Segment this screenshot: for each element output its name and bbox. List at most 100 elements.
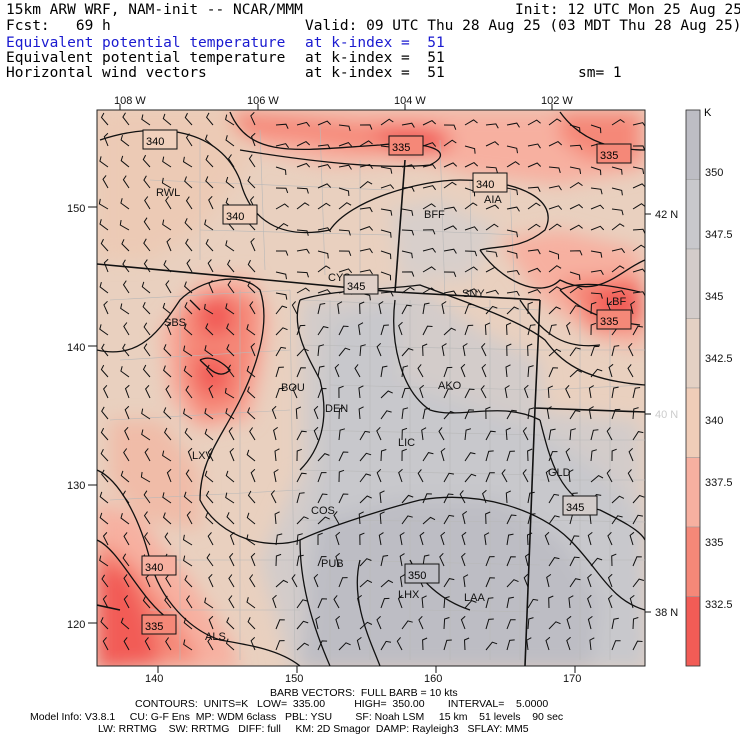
wind-barb	[401, 515, 413, 525]
wind-barb	[422, 637, 428, 651]
wind-barb	[184, 112, 193, 126]
wind-barb	[99, 555, 109, 567]
wind-barb	[100, 617, 109, 630]
wind-barb	[401, 286, 415, 294]
wind-barb	[183, 365, 193, 378]
wind-barb	[506, 122, 520, 128]
wind-barb	[485, 141, 500, 147]
wind-barb	[184, 218, 193, 231]
colorbar-segment	[685, 387, 701, 458]
wind-barb	[401, 186, 415, 192]
wind-barb	[227, 154, 235, 168]
wind-barb	[485, 556, 495, 567]
wind-barb	[527, 491, 535, 504]
contour-label: 345	[562, 495, 598, 516]
wind-barb	[246, 324, 256, 336]
wind-barb	[569, 410, 581, 420]
wind-barb	[124, 426, 130, 441]
wind-barb	[378, 301, 384, 315]
wind-barb	[590, 292, 603, 299]
wind-barb	[296, 642, 310, 651]
wind-barb	[588, 385, 594, 399]
wind-barb	[338, 124, 351, 132]
wind-barb	[546, 406, 552, 420]
wind-barb	[565, 447, 571, 462]
wind-barb	[143, 238, 151, 252]
wind-barb	[275, 533, 283, 546]
station-label: LXV	[192, 450, 213, 462]
wind-barb	[459, 490, 466, 504]
wind-barb	[380, 579, 394, 588]
field-2-level: at k-index = 51	[305, 50, 445, 66]
wind-barb	[359, 164, 374, 169]
wind-barb	[398, 321, 403, 336]
wind-barb	[419, 531, 425, 546]
wind-barb	[338, 406, 345, 420]
wind-barb	[443, 493, 454, 504]
wind-barb	[485, 123, 499, 129]
wind-barb	[527, 407, 535, 420]
wind-barb	[485, 223, 499, 231]
wind-barb	[227, 280, 235, 294]
wind-barb	[548, 250, 560, 260]
station-label: AIA	[484, 194, 502, 206]
wind-barb	[506, 514, 517, 525]
wind-barb	[225, 470, 235, 483]
wind-barb	[606, 427, 613, 441]
wind-barb	[184, 575, 193, 588]
wind-barb	[359, 495, 372, 504]
wind-barb	[338, 268, 353, 274]
wind-barb	[565, 384, 571, 399]
colorbar-segment	[685, 526, 701, 597]
wind-barb	[527, 162, 542, 168]
colorbar-segment	[685, 248, 701, 319]
wind-barb	[443, 124, 457, 130]
wind-barb	[205, 112, 214, 126]
wind-barb	[462, 510, 468, 525]
wind-barb	[485, 406, 491, 420]
wind-barb	[443, 327, 457, 336]
wind-barb	[611, 408, 621, 420]
wind-barb	[548, 306, 561, 315]
wind-barb	[398, 468, 403, 483]
wind-barb	[548, 428, 556, 441]
wind-barb	[165, 574, 172, 588]
wind-barb	[338, 642, 351, 651]
wind-barb	[338, 577, 348, 588]
wind-barb	[359, 430, 371, 441]
wind-barb	[589, 637, 595, 651]
wind-barb	[379, 511, 385, 525]
wind-barb	[338, 428, 346, 441]
wind-barb	[333, 595, 340, 609]
wind-barb	[296, 121, 310, 127]
wind-barb	[359, 558, 372, 567]
wind-barb	[317, 120, 332, 126]
svg-text:335: 335	[392, 142, 410, 154]
wind-barb	[338, 202, 352, 210]
wind-barb	[464, 324, 474, 336]
wind-barb	[207, 448, 214, 462]
wind-barb	[611, 248, 626, 254]
wind-barb	[143, 532, 151, 546]
wind-barb	[401, 448, 407, 462]
wind-barb	[506, 533, 514, 546]
wind-barb	[100, 238, 109, 252]
wind-barb	[208, 615, 214, 630]
left-y-tick: 120	[67, 619, 85, 631]
wind-barb	[611, 495, 625, 504]
wind-barb	[380, 291, 394, 297]
wind-barb	[566, 636, 571, 651]
station-label: SBS	[164, 317, 186, 329]
wind-barb	[443, 514, 455, 525]
county-lines	[109, 124, 645, 661]
wind-barb	[462, 343, 468, 357]
model-info: Model Info: V3.8.1 CU: G-F Ens MP: WDM 6…	[30, 711, 564, 723]
wind-barb	[102, 637, 109, 651]
wind-barb	[275, 305, 288, 315]
wind-barb	[359, 621, 373, 630]
wind-barb	[418, 615, 424, 630]
wind-barb	[611, 515, 623, 525]
bottom-x-tick: 140	[145, 673, 163, 685]
wind-barb	[380, 271, 392, 281]
wind-barb	[359, 180, 373, 189]
